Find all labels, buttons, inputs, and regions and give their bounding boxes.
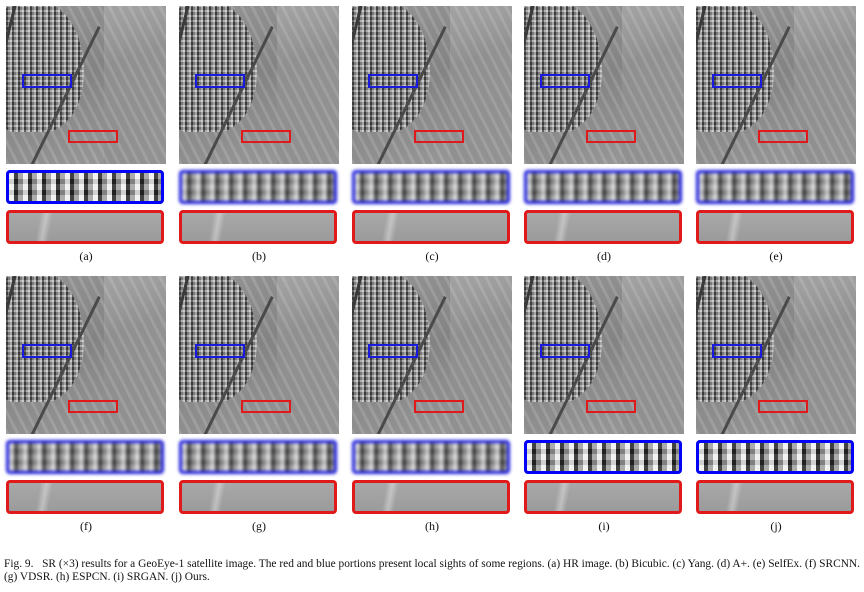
blue-region-marker	[22, 344, 72, 358]
panel-label: (g)	[252, 519, 266, 533]
caption-text: SR (×3) results for a GeoEye-1 satellite…	[4, 558, 861, 583]
blue-zoom-crop	[6, 170, 164, 204]
red-zoom-crop	[6, 210, 164, 244]
blue-region-marker	[22, 74, 72, 88]
red-zoom-crop	[524, 480, 682, 514]
blue-region-marker	[712, 74, 762, 88]
blue-region-marker	[712, 344, 762, 358]
red-region-marker	[414, 400, 464, 413]
satellite-image	[179, 276, 339, 434]
red-zoom-crop	[524, 210, 682, 244]
red-region-marker	[414, 130, 464, 143]
blue-zoom-crop	[524, 440, 682, 474]
blue-zoom-crop	[6, 440, 164, 474]
satellite-image	[352, 276, 512, 434]
red-zoom-crop	[179, 480, 337, 514]
blue-zoom-crop	[696, 440, 854, 474]
blue-region-marker	[368, 344, 418, 358]
blue-region-marker	[195, 344, 245, 358]
blue-zoom-crop	[696, 170, 854, 204]
panel-g: (g)	[179, 276, 339, 533]
blue-zoom-crop	[352, 440, 510, 474]
blue-zoom-crop	[179, 170, 337, 204]
panel-label: (a)	[79, 249, 93, 263]
panel-label: (b)	[252, 249, 266, 263]
red-region-marker	[586, 130, 636, 143]
panel-label: (h)	[425, 519, 439, 533]
panel-label: (c)	[425, 249, 439, 263]
panel-b: (b)	[179, 6, 339, 263]
red-zoom-crop	[6, 480, 164, 514]
satellite-image	[696, 276, 856, 434]
panel-label: (e)	[769, 249, 783, 263]
red-zoom-crop	[352, 480, 510, 514]
red-zoom-crop	[179, 210, 337, 244]
panel-j: (j)	[696, 276, 856, 533]
panel-label: (i)	[598, 519, 610, 533]
panel-label: (f)	[80, 519, 92, 533]
satellite-image	[179, 6, 339, 164]
blue-zoom-crop	[352, 170, 510, 204]
red-region-marker	[68, 130, 118, 143]
panel-label: (d)	[597, 249, 611, 263]
satellite-image	[696, 6, 856, 164]
blue-region-marker	[195, 74, 245, 88]
red-region-marker	[586, 400, 636, 413]
red-region-marker	[758, 130, 808, 143]
figure: (a) (b) (c) (d) (e)	[6, 6, 856, 533]
panel-c: (c)	[352, 6, 512, 263]
caption-prefix: Fig. 9.	[4, 558, 34, 570]
panel-e: (e)	[696, 6, 856, 263]
satellite-image	[524, 276, 684, 434]
satellite-image	[352, 6, 512, 164]
red-zoom-crop	[696, 210, 854, 244]
panel-label: (j)	[770, 519, 782, 533]
figure-caption: Fig. 9. SR (×3) results for a GeoEye-1 s…	[4, 558, 860, 584]
blue-region-marker	[368, 74, 418, 88]
red-zoom-crop	[352, 210, 510, 244]
satellite-image	[6, 276, 166, 434]
red-region-marker	[68, 400, 118, 413]
blue-zoom-crop	[524, 170, 682, 204]
red-region-marker	[241, 400, 291, 413]
red-zoom-crop	[696, 480, 854, 514]
panel-d: (d)	[524, 6, 684, 263]
panel-h: (h)	[352, 276, 512, 533]
blue-region-marker	[540, 344, 590, 358]
red-region-marker	[758, 400, 808, 413]
panel-a: (a)	[6, 6, 166, 263]
red-region-marker	[241, 130, 291, 143]
satellite-image	[524, 6, 684, 164]
panel-i: (i)	[524, 276, 684, 533]
blue-region-marker	[540, 74, 590, 88]
satellite-image	[6, 6, 166, 164]
panel-f: (f)	[6, 276, 166, 533]
blue-zoom-crop	[179, 440, 337, 474]
